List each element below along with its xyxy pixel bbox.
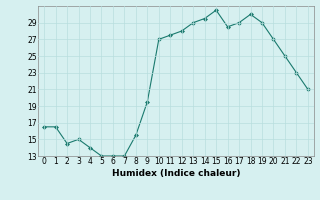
X-axis label: Humidex (Indice chaleur): Humidex (Indice chaleur) <box>112 169 240 178</box>
